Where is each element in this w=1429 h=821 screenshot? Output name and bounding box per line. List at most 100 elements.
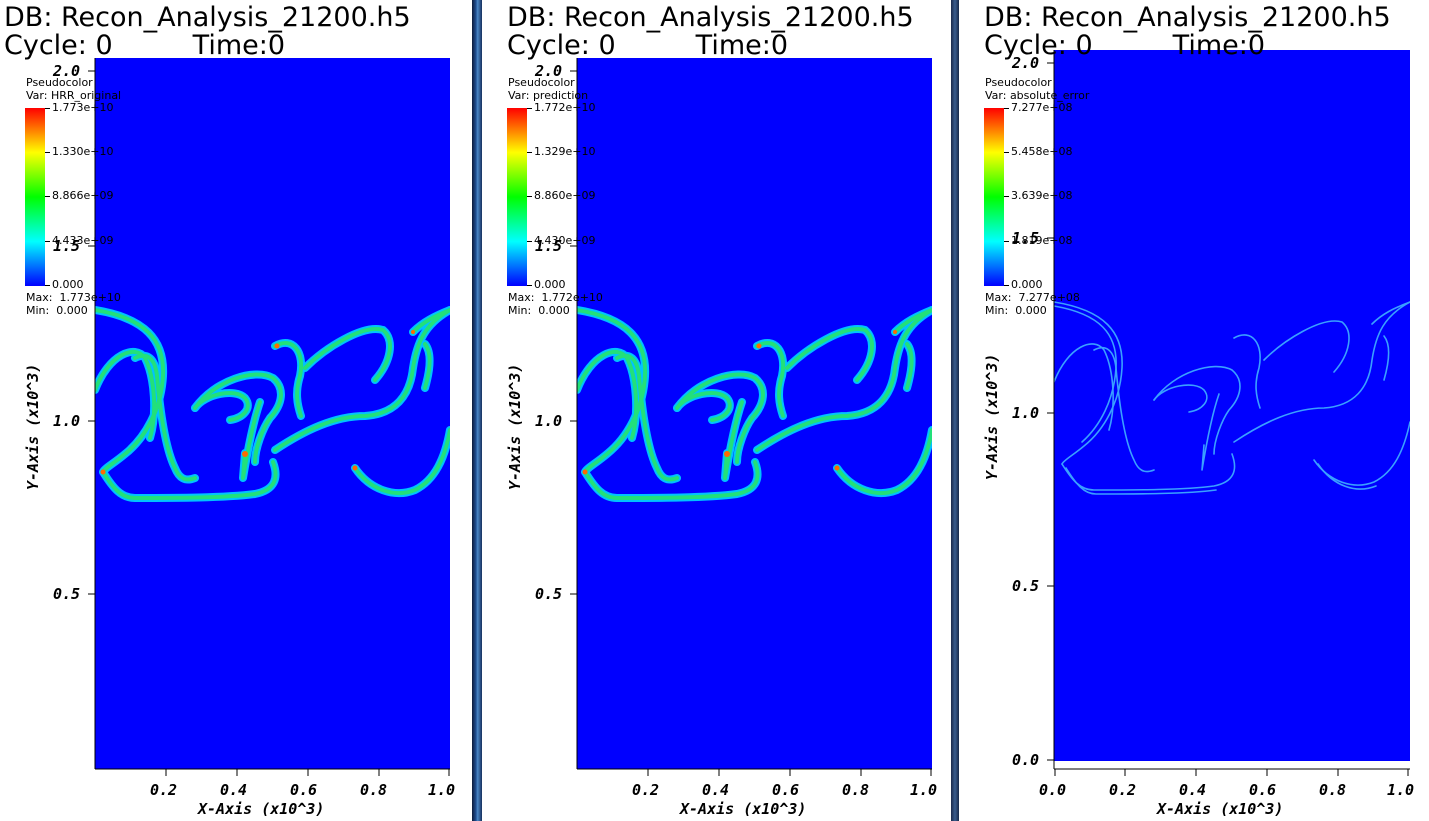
legend-tick (527, 285, 532, 286)
legend-tick-label: 1.819e+08 (1011, 234, 1073, 247)
x-tick-label: 0.2 (1109, 781, 1137, 799)
y-tick-label: 1.0 (53, 412, 81, 430)
y-axis-title: Y-Axis (x10^3) (506, 363, 524, 490)
time-label: Time:0 (192, 30, 286, 61)
legend-tick-label: 1.772e+10 (534, 101, 596, 114)
pseudocolor-plot-area[interactable] (1054, 50, 1410, 761)
x-tick-label: 0.6 (290, 781, 318, 799)
legend-tick (527, 241, 532, 242)
legend-tick-label: 8.860e+09 (534, 189, 596, 202)
window-separator (951, 0, 959, 821)
legend-min: Min: 0.000 (985, 304, 1047, 317)
legend-var-label: Var: absolute_error (985, 89, 1090, 102)
y-tick-label: 2.0 (1012, 54, 1040, 72)
y-axis-title: Y-Axis (x10^3) (983, 353, 1001, 480)
x-axis-title: X-Axis (x10^3) (1157, 800, 1284, 818)
legend-tick (527, 108, 532, 109)
legend-tick-label: 4.433e+09 (52, 234, 114, 247)
time-label: Time:0 (1172, 30, 1266, 61)
legend-max: Max: 7.277e+08 (985, 291, 1080, 304)
y-tick-label: 0.0 (1012, 751, 1040, 769)
legend-var-label: Var: prediction (508, 89, 589, 102)
legend-tick-label: 0.000 (534, 278, 566, 291)
x-tick-label: 0.2 (632, 781, 660, 799)
cycle-time-label: Cycle: 0 Time:0 (507, 32, 788, 60)
cycle-label: Cycle: 0 (4, 30, 113, 61)
db-title: DB: Recon_Analysis_21200.h5 (4, 2, 411, 33)
legend-tick (1004, 152, 1009, 153)
legend-tick (1004, 285, 1009, 286)
legend-tick-label: 1.329e+10 (534, 145, 596, 158)
legend-var-label: Var: HRR_original (26, 89, 122, 102)
legend-tick-label: 5.458e+08 (1011, 145, 1073, 158)
legend-tick (1004, 108, 1009, 109)
legend-tick (45, 241, 50, 242)
x-tick-label: 0.0 (1039, 781, 1067, 799)
time-label: Time:0 (695, 30, 789, 61)
x-tick-label: 0.8 (360, 781, 388, 799)
legend-tick (45, 285, 50, 286)
legend-tick (45, 152, 50, 153)
cycle-time-label: Cycle: 0 Time:0 (984, 32, 1265, 60)
x-tick-label: 0.8 (1319, 781, 1347, 799)
pseudocolor-plot-area[interactable] (577, 58, 932, 769)
legend-plot-type: Pseudocolor (26, 76, 93, 89)
legend-max: Max: 1.773e+10 (26, 291, 121, 304)
flame-front-contours (95, 306, 450, 502)
x-axis-title: X-Axis (x10^3) (198, 800, 325, 818)
visit-window-1: DB: Recon_Analysis_21200.h5 Cycle: 0 Time… (0, 0, 472, 821)
legend-tick-label: 0.000 (1011, 278, 1043, 291)
colorbar-legend-icon (507, 108, 527, 286)
x-tick-label: 1.0 (1387, 781, 1415, 799)
legend-tick-label: 3.639e+08 (1011, 189, 1073, 202)
flame-front-contours (577, 306, 932, 502)
pseudocolor-plot-area[interactable] (95, 58, 450, 769)
x-tick-label: 1.0 (428, 781, 456, 799)
cycle-label: Cycle: 0 (507, 30, 616, 61)
db-title: DB: Recon_Analysis_21200.h5 (984, 2, 1391, 33)
x-tick-label: 0.4 (220, 781, 248, 799)
legend-min: Min: 0.000 (26, 304, 88, 317)
x-tick-label: 0.6 (1249, 781, 1277, 799)
legend-tick (45, 196, 50, 197)
legend-tick-label: 4.430e+09 (534, 234, 596, 247)
y-axis-title: Y-Axis (x10^3) (24, 363, 42, 490)
legend-plot-type: Pseudocolor (508, 76, 575, 89)
visit-window-2: DB: Recon_Analysis_21200.h5 Cycle: 0 Time… (482, 0, 951, 821)
y-tick-label: 1.5 (1012, 229, 1040, 247)
y-tick-label: 2.0 (53, 62, 81, 80)
legend-tick-label: 1.773e+10 (52, 101, 114, 114)
legend-tick (45, 108, 50, 109)
db-title: DB: Recon_Analysis_21200.h5 (507, 2, 914, 33)
colorbar-legend-icon (984, 108, 1004, 286)
legend-tick-label: 7.277e+08 (1011, 101, 1073, 114)
x-tick-label: 0.8 (842, 781, 870, 799)
legend-tick (1004, 196, 1009, 197)
legend-plot-type: Pseudocolor (985, 76, 1052, 89)
cycle-time-label: Cycle: 0 Time:0 (4, 32, 285, 60)
x-tick-label: 1.0 (910, 781, 938, 799)
y-tick-label: 0.5 (1012, 577, 1040, 595)
y-tick-label: 1.5 (53, 237, 81, 255)
y-tick-label: 0.5 (53, 585, 81, 603)
x-tick-label: 0.6 (772, 781, 800, 799)
y-tick-label: 1.5 (535, 237, 563, 255)
y-tick-label: 1.0 (535, 412, 563, 430)
legend-max: Max: 1.772e+10 (508, 291, 603, 304)
x-axis-title: X-Axis (x10^3) (680, 800, 807, 818)
legend-tick-label: 1.330e+10 (52, 145, 114, 158)
legend-tick (527, 152, 532, 153)
colorbar-legend-icon (25, 108, 45, 286)
x-tick-label: 0.2 (150, 781, 178, 799)
error-contours (1054, 301, 1410, 495)
x-tick-label: 0.4 (1179, 781, 1207, 799)
visit-window-3: DB: Recon_Analysis_21200.h5 Cycle: 0 Time… (959, 0, 1429, 821)
y-tick-label: 2.0 (535, 62, 563, 80)
y-tick-label: 0.5 (535, 585, 563, 603)
x-tick-label: 0.4 (702, 781, 730, 799)
legend-min: Min: 0.000 (508, 304, 570, 317)
cycle-label: Cycle: 0 (984, 30, 1093, 61)
legend-tick-label: 8.866e+09 (52, 189, 114, 202)
legend-tick (1004, 241, 1009, 242)
window-separator (472, 0, 482, 821)
